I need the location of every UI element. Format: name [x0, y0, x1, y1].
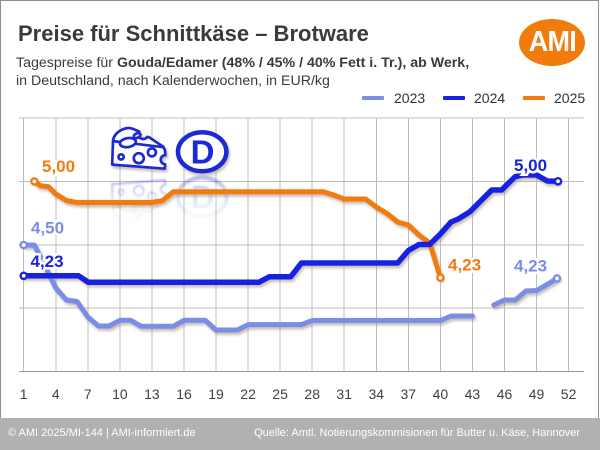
- svg-text:22: 22: [240, 386, 256, 402]
- svg-text:28: 28: [304, 386, 320, 402]
- svg-text:1: 1: [20, 386, 28, 402]
- svg-text:40: 40: [433, 386, 449, 402]
- svg-text:4,23: 4,23: [31, 252, 64, 271]
- svg-text:31: 31: [336, 386, 352, 402]
- svg-text:46: 46: [497, 386, 513, 402]
- svg-text:5,00: 5,00: [42, 157, 75, 176]
- svg-text:37: 37: [401, 386, 417, 402]
- svg-text:52: 52: [561, 386, 577, 402]
- svg-text:5,00: 5,00: [514, 156, 547, 175]
- svg-text:4,23: 4,23: [448, 256, 481, 275]
- svg-text:16: 16: [176, 386, 192, 402]
- svg-text:43: 43: [465, 386, 481, 402]
- svg-text:7: 7: [84, 386, 92, 402]
- svg-text:19: 19: [208, 386, 224, 402]
- svg-text:25: 25: [272, 386, 288, 402]
- svg-text:10: 10: [112, 386, 128, 402]
- svg-text:4,50: 4,50: [31, 219, 64, 238]
- svg-text:4,23: 4,23: [514, 257, 547, 276]
- svg-text:49: 49: [529, 386, 545, 402]
- svg-text:13: 13: [144, 386, 160, 402]
- svg-text:34: 34: [369, 386, 385, 402]
- svg-text:4: 4: [52, 386, 60, 402]
